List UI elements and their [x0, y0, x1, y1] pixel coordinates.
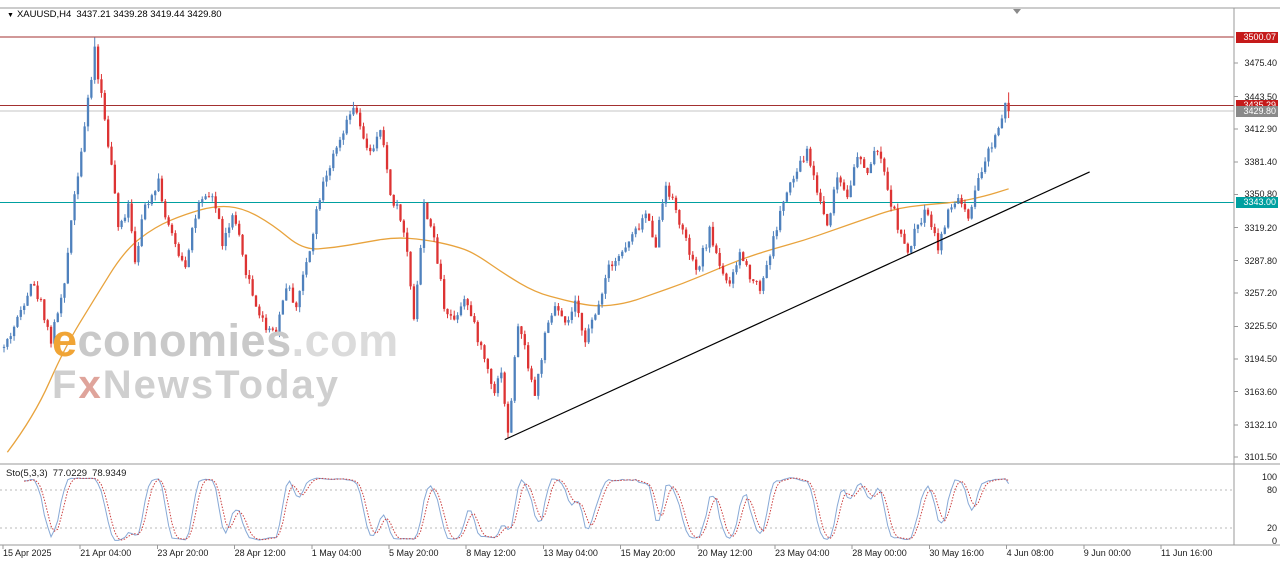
- price-level-badge: 3435.29: [1236, 99, 1278, 111]
- time-axis-label: 23 May 04:00: [775, 548, 830, 558]
- price-level-badge: 3343.00: [1236, 197, 1278, 208]
- price-tick-label: 3475.40: [1244, 57, 1277, 68]
- price-tick-label: 3101.50: [1244, 452, 1277, 462]
- price-axis[interactable]: 3475.40 3443.50 3412.90 3381.40 3350.80 3319.…: [1235, 0, 1280, 464]
- time-axis-label: 20 May 12:00: [697, 548, 753, 558]
- time-axis-label: 8 May 12:00: [466, 548, 516, 558]
- price-tick-label: 3132.10: [1244, 419, 1277, 430]
- time-axis-label: 23 Apr 20:00: [157, 548, 209, 558]
- indicator-scale-label: 0: [1271, 536, 1277, 546]
- symbol-ohlc-values: 3437.21 3439.28 3419.44 3429.80: [76, 9, 222, 20]
- time-axis-label: 28 Apr 12:00: [234, 548, 286, 558]
- stochastic-d-line[interactable]: [24, 477, 1009, 541]
- price-tick-label: 3287.80: [1244, 255, 1277, 266]
- price-tick-label: 3163.60: [1244, 386, 1277, 397]
- time-axis-label: 21 Apr 04:00: [80, 548, 132, 558]
- time-axis-label: 15 Apr 2025: [3, 548, 52, 558]
- candles-layer[interactable]: [2, 37, 1010, 439]
- price-tick-label: 3443.50: [1244, 91, 1277, 102]
- time-axis-label: 15 May 20:00: [620, 548, 676, 558]
- symbol-dropdown-icon[interactable]: ▼: [7, 12, 14, 19]
- watermark-tagline: FxNewsToday: [52, 362, 341, 407]
- time-axis-label: 11 Jun 16:00: [1161, 548, 1213, 558]
- price-tick-label: 3381.40: [1244, 157, 1277, 168]
- time-axis-label: 4 Jun 08:00: [1006, 548, 1054, 558]
- indicator-scale-label: 100: [1261, 472, 1277, 482]
- time-axis-label: 30 May 16:00: [929, 548, 984, 558]
- price-tick-label: 3319.20: [1244, 222, 1277, 233]
- moving-average-line[interactable]: [6, 188, 1009, 453]
- time-axis-label: 28 May 00:00: [852, 548, 907, 558]
- time-axis-label: 1 May 04:00: [311, 548, 362, 558]
- horizontal-level-lines[interactable]: [0, 36, 1234, 204]
- indicator-scale-label: 80: [1266, 484, 1277, 495]
- time-axis[interactable]: 15 Apr 2025 21 Apr 04:00 23 Apr 20:00 28 Ap…: [0, 546, 1280, 564]
- time-axis-label: 9 Jun 00:00: [1083, 548, 1131, 558]
- watermark-brand: economies.com: [52, 315, 399, 366]
- indicator-scale-label: 20: [1266, 523, 1277, 534]
- indicator-scale-axis[interactable]: 100 80 20 0: [1235, 465, 1280, 546]
- watermark: economies.com FxNewsToday: [52, 318, 399, 406]
- price-tick-label: 3257.20: [1244, 287, 1277, 298]
- ascending-trendline[interactable]: [504, 171, 1090, 441]
- symbol-title: XAUUSD,H4: [16, 9, 72, 20]
- price-tick-label: 3412.90: [1244, 123, 1277, 134]
- stochastic-name: Sto(5,3,3): [6, 468, 48, 479]
- stochastic-d-value: 78.9349: [92, 468, 127, 479]
- stochastic-indicator-label: Sto(5,3,3) 77.0229 78.9349: [6, 468, 131, 479]
- price-tick-label: 3350.80: [1244, 189, 1277, 200]
- price-level-badge: 3429.80: [1236, 105, 1278, 117]
- time-axis-label: 5 May 20:00: [389, 548, 439, 558]
- chart-shift-marker-icon[interactable]: [1013, 9, 1021, 14]
- stochastic-k-line[interactable]: [24, 477, 1010, 541]
- price-level-badge: 3500.07: [1236, 31, 1278, 43]
- stochastic-k-value: 77.0229: [52, 468, 88, 479]
- price-tick-label: 3194.50: [1244, 353, 1277, 364]
- chart-symbol-info: ▼ XAUUSD,H4 3437.21 3439.28 3419.44 3429.8…: [7, 9, 222, 20]
- price-tick-label: 3225.50: [1244, 321, 1277, 332]
- time-axis-label: 13 May 04:00: [543, 548, 598, 558]
